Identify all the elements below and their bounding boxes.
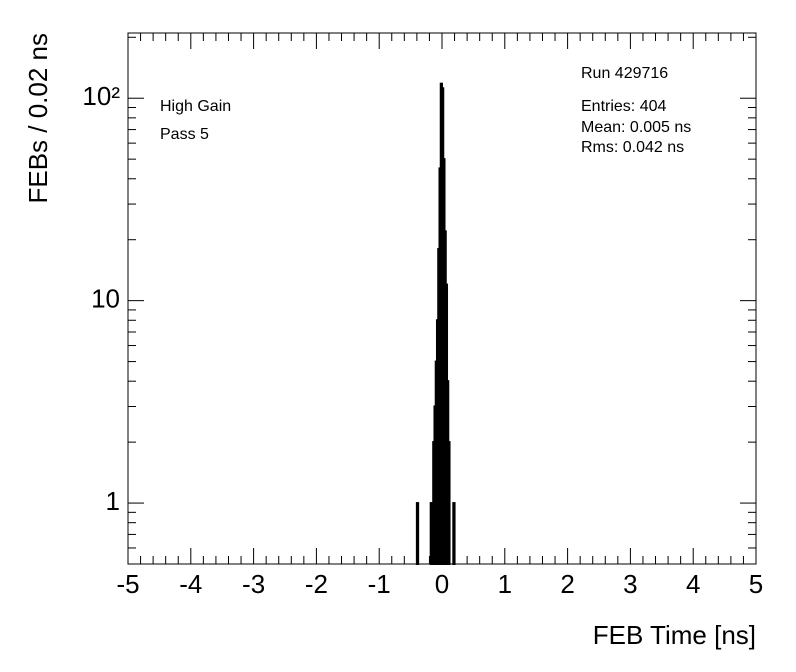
stats-text: Mean: 0.005 ns: [581, 119, 691, 136]
x-tick-label: 1: [498, 569, 512, 599]
y-axis-title: FEBs / 0.02 ns: [23, 33, 53, 204]
histogram-bin: [447, 441, 451, 565]
stats-text: Run 429716: [581, 65, 668, 82]
histogram-bin: [452, 502, 456, 566]
stats-text: Rms: 0.042 ns: [581, 139, 684, 156]
histogram-bin: [429, 502, 433, 566]
histogram-bin: [415, 502, 420, 566]
x-tick-label: 5: [749, 569, 763, 599]
y-tick-label: 10: [91, 284, 120, 314]
stats-text: Entries: 404: [581, 98, 666, 115]
x-tick-label: -5: [116, 569, 139, 599]
x-tick-label: -1: [368, 569, 391, 599]
x-tick-label: 3: [623, 569, 637, 599]
x-tick-label: 4: [686, 569, 700, 599]
x-tick-label: -4: [179, 569, 202, 599]
x-axis-title: FEB Time [ns]: [593, 620, 756, 650]
annotation: High Gain: [160, 98, 231, 115]
x-tick-label: 0: [435, 569, 449, 599]
x-tick-label: 2: [560, 569, 574, 599]
x-tick-label: -2: [305, 569, 328, 599]
annotation: Pass 5: [160, 126, 209, 143]
x-tick-label: -3: [242, 569, 265, 599]
y-tick-label: 1: [106, 486, 120, 516]
plot-frame: [127, 32, 757, 565]
y-tick-label: 10²: [82, 81, 120, 111]
